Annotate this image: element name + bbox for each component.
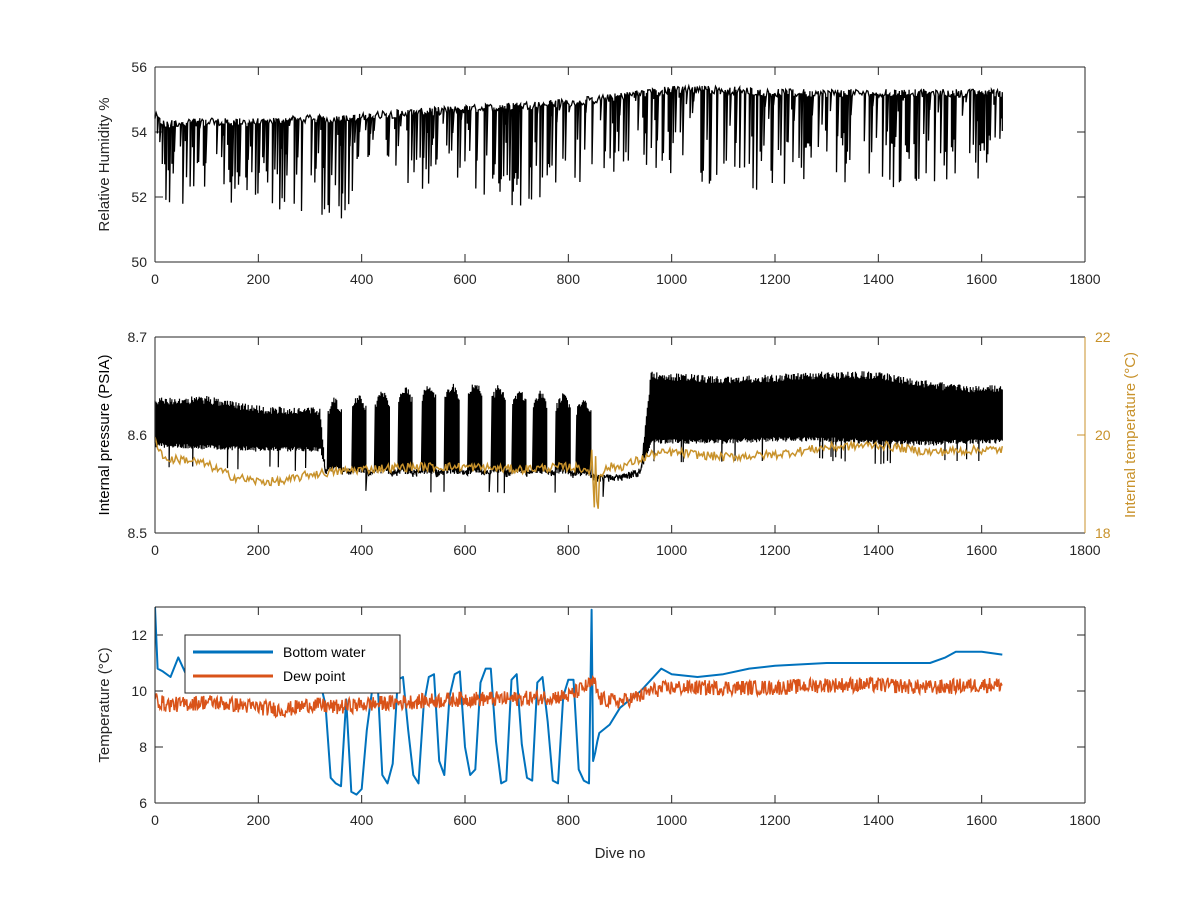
y-tick-label: 8.6 [128, 427, 148, 443]
y-tick-label: 12 [131, 627, 147, 643]
internal-temperature-series-line [154, 436, 1004, 509]
x-tick-label: 0 [151, 812, 159, 828]
y2-tick-label: 18 [1095, 525, 1111, 541]
pressure-series-line [154, 371, 1003, 497]
x-tick-label: 0 [151, 271, 159, 287]
y-tick-label: 52 [131, 189, 147, 205]
x-tick-label: 600 [453, 542, 477, 558]
x-tick-label: 1600 [966, 271, 997, 287]
x-tick-label: 1400 [863, 542, 894, 558]
y-tick-label: 6 [139, 795, 147, 811]
legend-label: Bottom water [283, 644, 366, 660]
x-tick-label: 1200 [759, 542, 790, 558]
y-axis-label: Relative Humidity % [96, 97, 113, 231]
x-tick-label: 800 [557, 542, 581, 558]
x-tick-label: 1800 [1069, 542, 1100, 558]
y2-tick-label: 20 [1095, 427, 1111, 443]
y-tick-label: 8 [139, 739, 147, 755]
x-tick-label: 200 [247, 812, 271, 828]
y-tick-label: 56 [131, 59, 147, 75]
y-tick-label: 8.7 [128, 329, 148, 345]
x-tick-label: 400 [350, 271, 374, 287]
temperature-panel: 0 200 400 600 800 1000 1200 1400 1600 1800 6 8 10 12 T… [96, 606, 1101, 828]
x-tick-label: 800 [557, 812, 581, 828]
x-tick-label: 1000 [656, 271, 687, 287]
x-tick-label: 1600 [966, 542, 997, 558]
x-tick-label: 1400 [863, 812, 894, 828]
x-tick-label: 400 [350, 542, 374, 558]
y2-tick-label: 22 [1095, 329, 1111, 345]
x-tick-label: 1600 [966, 812, 997, 828]
legend: Bottom water Dew point [184, 634, 401, 694]
y-axis-label: Internal pressure (PSIA) [96, 355, 113, 516]
y-axis-label: Temperature (°C) [96, 647, 113, 762]
x-axis-label: Dive no [595, 845, 646, 862]
y-tick-label: 8.5 [128, 525, 148, 541]
x-tick-label: 1800 [1069, 271, 1100, 287]
pressure-temperature-panel: 0 200 400 600 800 1000 1200 1400 1600 1800 8.5 8.6 8… [96, 329, 1139, 558]
humidity-panel: 0 200 400 600 800 1000 1200 1400 1600 1800 50 52 54 5… [96, 59, 1101, 287]
x-tick-label: 1400 [863, 271, 894, 287]
x-tick-label: 0 [151, 542, 159, 558]
humidity-series-line [154, 83, 1003, 219]
x-tick-label: 1000 [656, 542, 687, 558]
x-tick-label: 1800 [1069, 812, 1100, 828]
legend-label: Dew point [283, 668, 345, 684]
y-tick-label: 50 [131, 254, 147, 270]
dew-point-series-line [155, 674, 1003, 719]
y2-axis-label: Internal temperature (°C) [1122, 352, 1139, 518]
x-tick-label: 600 [453, 812, 477, 828]
x-tick-label: 400 [350, 812, 374, 828]
y-tick-label: 10 [131, 683, 147, 699]
x-tick-label: 600 [453, 271, 477, 287]
x-tick-label: 800 [557, 271, 581, 287]
legend-box [184, 634, 401, 694]
x-tick-label: 1200 [759, 812, 790, 828]
bottom-water-series-line [155, 607, 1003, 796]
y-tick-label: 54 [131, 124, 147, 140]
x-tick-label: 200 [247, 271, 271, 287]
x-tick-label: 1000 [656, 812, 687, 828]
x-tick-label: 1200 [759, 271, 790, 287]
x-tick-label: 200 [247, 542, 271, 558]
